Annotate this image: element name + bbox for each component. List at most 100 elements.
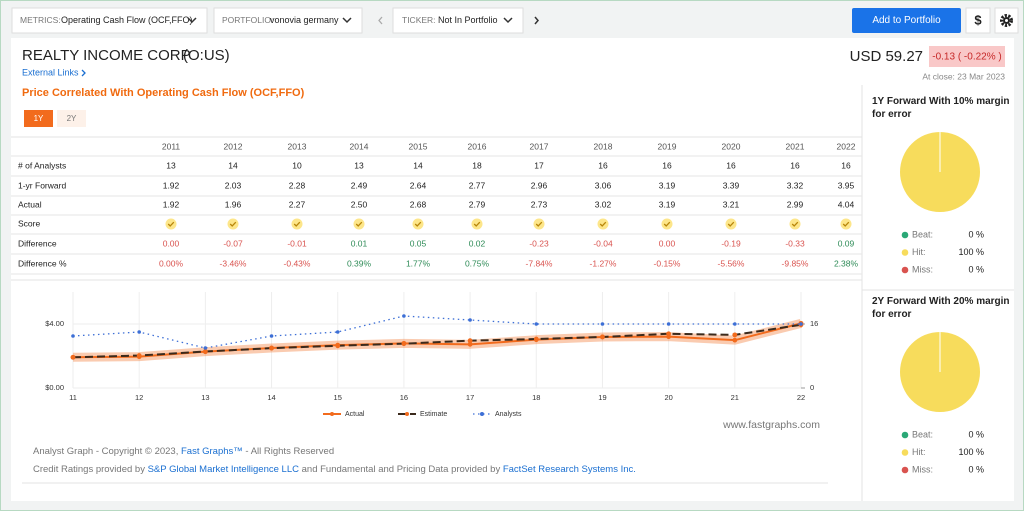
legend-value: 0 %: [968, 264, 984, 274]
table-cell: 0.00: [659, 238, 676, 248]
legend-dot: [901, 449, 909, 456]
table-cell: 3.06: [595, 180, 612, 190]
score-icon: [789, 218, 801, 230]
ticker-dropdown[interactable]: [392, 7, 524, 34]
y-tick-label: $0.00: [45, 383, 64, 392]
legend-name: Hit:: [912, 447, 926, 457]
table-cell: -5.56%: [718, 258, 745, 268]
score-check: [414, 221, 422, 227]
table-cell: 3.19: [659, 199, 676, 209]
data-point: [269, 334, 274, 338]
x-tick-label: 21: [731, 393, 739, 402]
x-tick-label: 13: [201, 393, 209, 402]
table-cell: 0.00%: [159, 258, 184, 268]
data-point: [335, 343, 341, 349]
score-icon: [227, 218, 239, 230]
legend-label: Estimate: [420, 411, 447, 418]
data-point: [666, 322, 671, 326]
metrics-label: METRICS:: [20, 15, 61, 25]
footer-link[interactable]: Fast Graphs™: [181, 446, 243, 457]
row-label: Score: [18, 218, 40, 228]
data-point: [71, 334, 75, 338]
table-cell: 16: [662, 160, 672, 170]
table-cell: 2.77: [469, 180, 486, 190]
year-header: 2020: [722, 141, 741, 151]
ticker-value: Not In Portfolio: [438, 15, 498, 25]
legend-name: Miss:: [912, 464, 933, 474]
score-icon: [533, 218, 545, 230]
table-cell: 2.27: [289, 199, 306, 209]
main-panel: [11, 38, 1014, 501]
legend-value: 100 %: [958, 447, 984, 457]
metrics-value: Operating Cash Flow (OCF,FFO): [61, 15, 193, 25]
table-cell: 0.01: [351, 238, 368, 248]
x-tick-label: 11: [69, 393, 77, 402]
score-icon: [291, 218, 303, 230]
table-cell: 3.32: [787, 180, 804, 190]
section-title: Price Correlated With Operating Cash Flo…: [22, 87, 305, 99]
currency-button[interactable]: [965, 7, 991, 34]
tab[interactable]: [57, 110, 86, 127]
price-change: -0.13 ( -0.22% ): [932, 52, 1001, 63]
tab-active[interactable]: [24, 110, 53, 127]
table-cell: 1.96: [225, 199, 242, 209]
footer-line: Credit Ratings provided by S&P Global Ma…: [33, 464, 636, 475]
chevron: [503, 17, 513, 24]
data-point: [269, 345, 274, 351]
y2-tick-label: 0: [810, 383, 814, 392]
table-cell: 16: [726, 160, 736, 170]
table-cell: 10: [292, 160, 302, 170]
row-label: Difference: [18, 238, 57, 248]
footer-line: Analyst Graph - Copyright © 2023, Fast G…: [33, 446, 334, 457]
x-tick-label: 20: [664, 393, 672, 402]
table-cell: 3.95: [838, 180, 855, 190]
data-point: [666, 331, 672, 337]
year-header: 2018: [594, 141, 613, 151]
footer-link[interactable]: S&P Global Market Intelligence LLC: [148, 464, 300, 475]
data-point: [468, 318, 472, 322]
table-cell: -3.46%: [220, 258, 247, 268]
panel-title: 1Y Forward With 10% margin for error: [872, 96, 1010, 120]
portfolio-dropdown[interactable]: [213, 7, 363, 34]
table-cell: -0.23: [529, 238, 549, 248]
table-cell: 1.77%: [406, 258, 431, 268]
score-icon: [165, 218, 177, 230]
score-check: [727, 221, 735, 227]
footer-link[interactable]: FactSet Research Systems Inc.: [503, 464, 636, 475]
score-icon: [353, 218, 365, 230]
gear-icon: [1000, 14, 1013, 27]
metrics-dropdown[interactable]: [11, 7, 208, 34]
data-point: [136, 353, 142, 358]
add-button[interactable]: [852, 8, 961, 33]
data-point: [534, 322, 539, 326]
legend-value: 100 %: [958, 247, 984, 257]
legend-name: Miss:: [912, 264, 933, 274]
next-button[interactable]: [534, 16, 539, 25]
score-check: [842, 221, 850, 227]
company-ticker: (O:US): [183, 47, 230, 64]
legend-swatch: [330, 412, 334, 416]
table-cell: -1.27%: [590, 258, 617, 268]
table-cell: 0.75%: [465, 258, 490, 268]
table-cell: 2.28: [289, 180, 306, 190]
data-point: [70, 354, 76, 360]
score-check: [791, 221, 799, 227]
table-cell: 3.19: [659, 180, 676, 190]
year-header: 2016: [468, 141, 487, 151]
ticker-label: TICKER:: [402, 15, 436, 25]
year-header: 2014: [350, 141, 369, 151]
table-cell: -0.33: [785, 238, 805, 248]
currency-label: $: [974, 12, 982, 27]
table-cell: -0.07: [223, 238, 243, 248]
portfolio-label: PORTFOLIO:: [222, 15, 273, 25]
legend-dot: [901, 266, 909, 274]
data-point: [402, 314, 406, 318]
table-cell: -9.85%: [782, 258, 809, 268]
legend-dot: [901, 466, 909, 474]
table-cell: 1.92: [163, 180, 180, 190]
table-cell: -0.04: [593, 238, 613, 248]
external-links[interactable]: External Links: [22, 67, 79, 77]
prev-button[interactable]: [378, 16, 383, 25]
